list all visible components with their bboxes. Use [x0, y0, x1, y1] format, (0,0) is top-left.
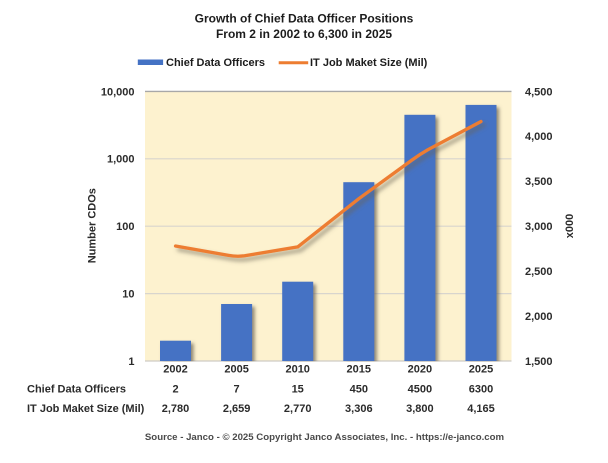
svg-text:1: 1 — [128, 356, 134, 368]
svg-text:4,500: 4,500 — [525, 86, 553, 98]
svg-text:450: 450 — [350, 383, 368, 395]
svg-text:Growth of Chief Data Officer P: Growth of Chief Data Officer Positions — [195, 12, 414, 26]
svg-text:10,000: 10,000 — [101, 86, 135, 98]
svg-text:100: 100 — [116, 221, 134, 233]
svg-text:2015: 2015 — [347, 363, 371, 375]
svg-text:2,770: 2,770 — [284, 403, 312, 415]
svg-text:IT Job Maket Size (Mil): IT Job Maket Size (Mil) — [310, 57, 428, 69]
svg-text:2,780: 2,780 — [162, 403, 190, 415]
svg-text:3,500: 3,500 — [525, 176, 553, 188]
svg-text:Chief Data Officers: Chief Data Officers — [166, 57, 265, 69]
svg-text:2005: 2005 — [224, 363, 248, 375]
svg-text:10: 10 — [122, 289, 134, 301]
svg-text:Chief Data Officers: Chief Data Officers — [27, 383, 126, 395]
svg-text:2010: 2010 — [285, 363, 309, 375]
svg-text:IT Job Maket Size (Mil): IT Job Maket Size (Mil) — [27, 403, 145, 415]
svg-text:1,500: 1,500 — [525, 356, 553, 368]
svg-text:Number CDOs: Number CDOs — [87, 188, 99, 263]
svg-text:2: 2 — [172, 383, 178, 395]
svg-text:3,800: 3,800 — [406, 403, 434, 415]
svg-text:15: 15 — [292, 383, 304, 395]
svg-text:2002: 2002 — [163, 363, 187, 375]
svg-text:4,165: 4,165 — [467, 403, 495, 415]
svg-text:2,659: 2,659 — [223, 403, 251, 415]
svg-text:4,000: 4,000 — [525, 131, 553, 143]
svg-text:4500: 4500 — [408, 383, 432, 395]
svg-text:x000: x000 — [564, 214, 576, 238]
svg-text:2025: 2025 — [469, 363, 493, 375]
svg-text:From 2 in 2002 to 6,300 in 202: From 2 in 2002 to 6,300 in 2025 — [216, 27, 392, 41]
svg-text:7: 7 — [234, 383, 240, 395]
svg-text:6300: 6300 — [469, 383, 493, 395]
svg-text:Source - Janco - © 2025 Copyri: Source - Janco - © 2025 Copyright Janco … — [145, 432, 504, 443]
svg-text:2,000: 2,000 — [525, 311, 553, 323]
svg-text:3,306: 3,306 — [345, 403, 373, 415]
svg-text:2,500: 2,500 — [525, 266, 553, 278]
svg-text:3,000: 3,000 — [525, 221, 553, 233]
svg-text:2020: 2020 — [408, 363, 432, 375]
svg-text:1,000: 1,000 — [107, 154, 135, 166]
